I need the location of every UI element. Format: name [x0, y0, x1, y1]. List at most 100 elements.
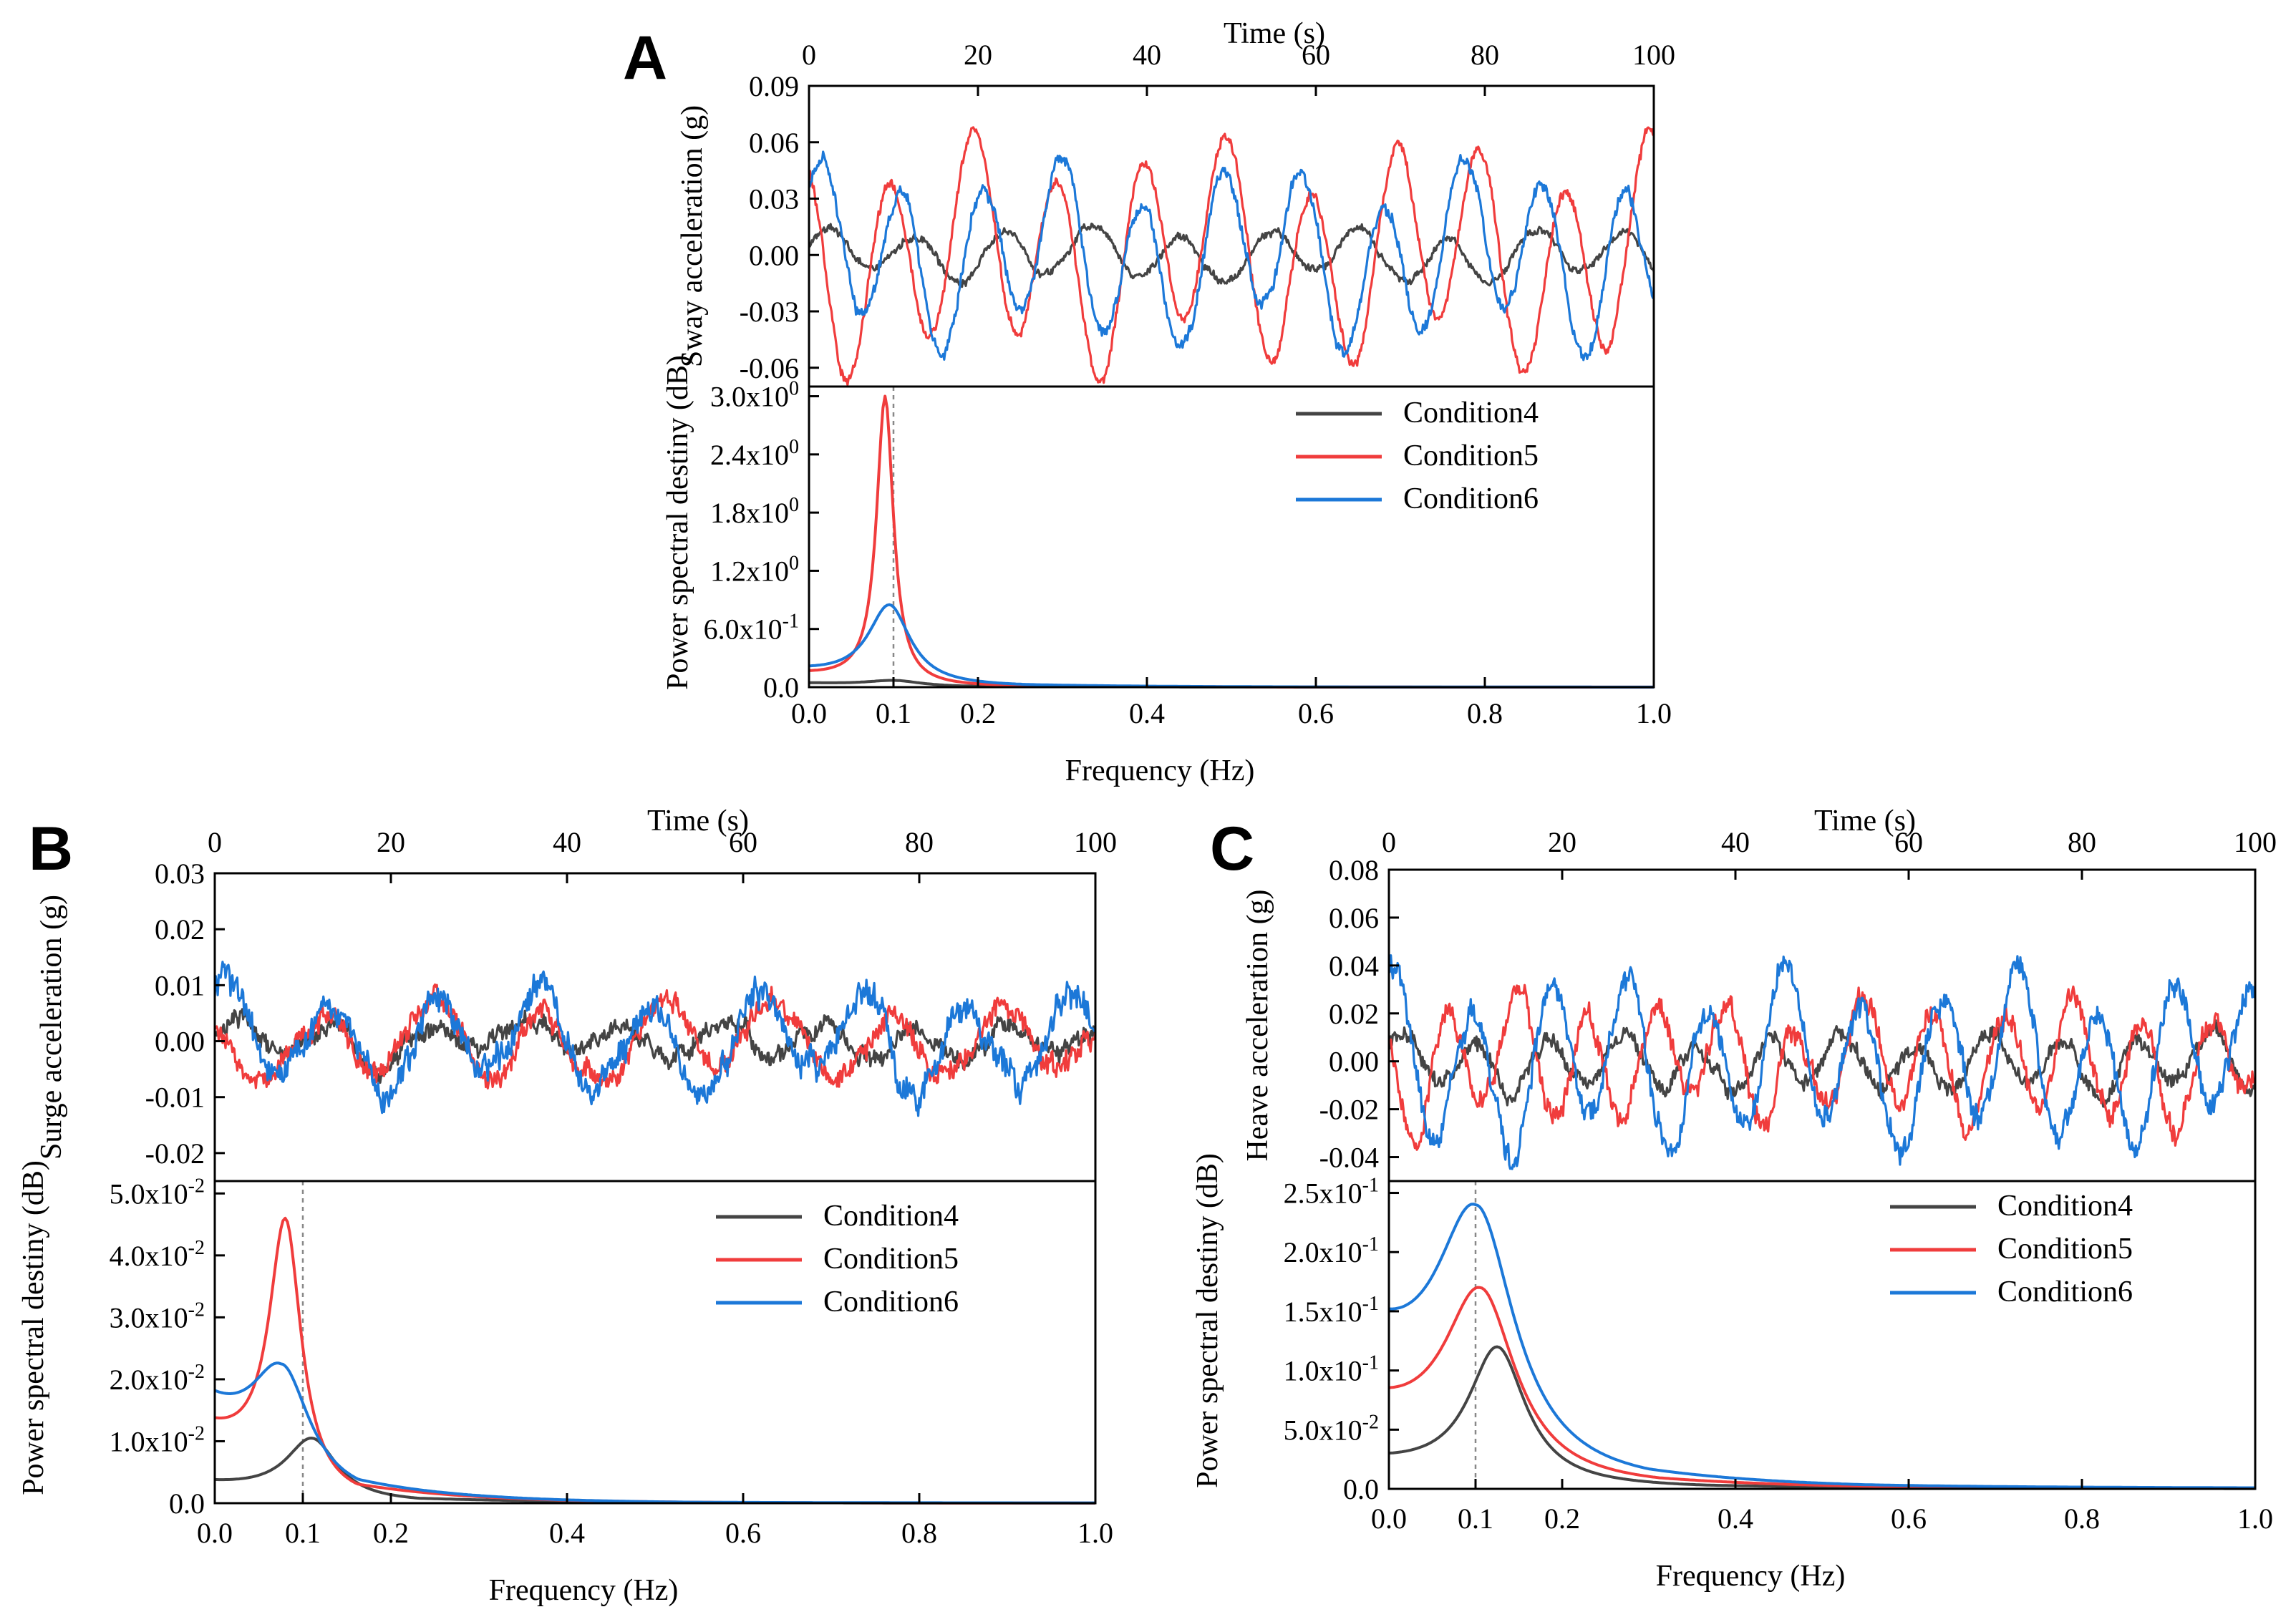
x-tick-label: 0.0	[197, 1517, 233, 1549]
y-tick-label: 1.0x10-2	[110, 1422, 205, 1457]
x-tick-label: 0.8	[2064, 1502, 2100, 1535]
y-tick-label: 1.0x10-1	[1284, 1352, 1379, 1387]
x-tick-label: 40	[1133, 39, 1161, 71]
x-tick-label: 0.1	[285, 1517, 321, 1549]
legend: Condition4 Condition5 Condition6	[1890, 1190, 2133, 1308]
legend-label: Condition5	[1997, 1233, 2133, 1266]
tick-exponent: -2	[188, 1361, 205, 1383]
x-tick-label: 100	[1632, 39, 1675, 71]
y-tick-label: 0.00	[749, 239, 799, 271]
legend: Condition4 Condition5 Condition6	[1296, 397, 1539, 515]
x-tick-label: 0.4	[1718, 1502, 1753, 1535]
x-tick-label: 1.0	[2237, 1502, 2273, 1535]
y-tick-label: 2.0x10-2	[110, 1361, 205, 1396]
x-tick-label: 80	[905, 826, 934, 858]
x-axis-title: Frequency (Hz)	[489, 1574, 679, 1607]
y-tick-label: 1.5x10-1	[1284, 1293, 1379, 1328]
y-tick-label: 3.0x100	[710, 378, 799, 413]
y-tick-label: 2.5x10-1	[1284, 1175, 1379, 1210]
legend-label: Condition5	[1403, 440, 1539, 472]
psd-plot: 0.0 0.1 0.2 0.4 0.6 0.8 1.0 Frequency (Hz) 0.0 1.…	[17, 1160, 1113, 1607]
x-tick-label: 60	[729, 826, 757, 858]
tick-exponent: 0	[789, 494, 799, 516]
y-tick-label: 0.0	[763, 671, 799, 704]
y-tick-label: 0.03	[749, 183, 799, 215]
legend-label: Condition6	[1997, 1276, 2133, 1308]
x-tick-label: 0	[1382, 826, 1396, 858]
psd-line-Condition6	[214, 1361, 1095, 1505]
x-tick-label: 0.0	[791, 697, 827, 729]
y-tick-label: 0.00	[1329, 1046, 1379, 1078]
x-axis-title: Time (s)	[1224, 17, 1325, 50]
y-tick-label: -0.06	[740, 352, 799, 384]
y-tick-label: 5.0x10-2	[1284, 1411, 1379, 1446]
x-tick-label: 0.8	[901, 1517, 937, 1549]
x-tick-label: 100	[1074, 826, 1117, 858]
y-tick-label: -0.02	[1319, 1094, 1379, 1126]
panel-letter: C	[1210, 815, 1254, 883]
legend-label: Condition6	[1403, 482, 1539, 515]
psd-line-Condition4	[1388, 1345, 2255, 1490]
x-axis-title: Frequency (Hz)	[1065, 754, 1255, 787]
x-tick-label: 0.2	[1544, 1502, 1580, 1535]
x-tick-label: 0.2	[960, 697, 996, 729]
y-tick-label: 0.02	[1329, 998, 1379, 1030]
x-tick-label: 60	[1894, 826, 1923, 858]
tick-exponent: -1	[783, 611, 799, 633]
x-tick-label: 0.8	[1467, 697, 1503, 729]
series-line-Condition5	[215, 983, 1095, 1089]
y-tick-label: 0.0	[169, 1487, 205, 1520]
y-tick-label: -0.04	[1319, 1142, 1379, 1174]
y-axis-title: Surge acceleration (g)	[35, 895, 68, 1160]
psd-plot: 0.0 0.1 0.2 0.4 0.6 0.8 1.0 Frequency (Hz) 0.0 6.…	[662, 355, 1672, 787]
time-series-plot: 0 20 40 60 80 100 Time (s) -0.04 -0.02 0.00 0.02 0.…	[1241, 805, 2277, 1182]
tick-exponent: 0	[789, 552, 799, 574]
panel-letter: B	[29, 815, 73, 883]
psd-plot: 0.0 0.1 0.2 0.4 0.6 0.8 1.0 Frequency (Hz) 0.0 5.…	[1191, 1153, 2273, 1593]
plot-frame	[213, 1180, 1097, 1505]
y-tick-label: 2.0x10-1	[1284, 1233, 1379, 1268]
y-tick-label: 4.0x10-2	[110, 1237, 205, 1272]
tick-exponent: 0	[789, 378, 799, 400]
x-tick-label: 1.0	[1636, 697, 1672, 729]
time-series-plot: 0 20 40 60 80 100 Time (s) -0.02 -0.01 0.00 0.01 0.…	[35, 805, 1117, 1182]
y-tick-label: 0.0	[1343, 1473, 1379, 1505]
series-line-Condition5	[1389, 984, 2255, 1151]
tick-exponent: -1	[1362, 1293, 1379, 1315]
y-tick-label: 2.4x100	[710, 436, 799, 471]
x-tick-label: 40	[553, 826, 581, 858]
y-tick-label: 5.0x10-2	[110, 1175, 205, 1210]
x-tick-label: 0.4	[549, 1517, 585, 1549]
legend-label: Condition5	[823, 1243, 959, 1276]
y-tick-label: 0.00	[155, 1026, 205, 1058]
tick-exponent: 0	[789, 436, 799, 458]
x-tick-label: 20	[377, 826, 405, 858]
y-axis-title: Power spectral destiny (dB)	[662, 355, 694, 690]
series-line-Condition6	[809, 150, 1654, 361]
series-line-Condition6	[1389, 954, 2255, 1170]
x-tick-label: 0.4	[1129, 697, 1165, 729]
y-tick-label: 3.0x10-2	[110, 1298, 205, 1334]
x-axis-title: Time (s)	[1814, 805, 1916, 837]
x-tick-label: 0.6	[1891, 1502, 1927, 1535]
y-tick-label: 0.04	[1329, 950, 1379, 982]
plot-frame	[1387, 868, 2257, 1182]
y-tick-label: -0.01	[145, 1082, 205, 1114]
y-tick-label: 0.06	[1329, 902, 1379, 934]
x-tick-label: 80	[1471, 39, 1499, 71]
tick-exponent: -2	[1362, 1411, 1379, 1433]
tick-exponent: -2	[188, 1237, 205, 1259]
x-tick-label: 60	[1302, 39, 1330, 71]
y-axis-title: Power spectral destiny (dB)	[17, 1160, 50, 1495]
y-axis-title: Heave acceleration (g)	[1241, 889, 1274, 1161]
y-tick-label: 0.08	[1329, 854, 1379, 886]
x-tick-label: 0.6	[725, 1517, 761, 1549]
tick-exponent: -2	[188, 1422, 205, 1444]
x-tick-label: 0.1	[876, 697, 911, 729]
x-tick-label: 1.0	[1077, 1517, 1113, 1549]
series-line-Condition5	[809, 126, 1654, 387]
x-tick-label: 40	[1721, 826, 1750, 858]
